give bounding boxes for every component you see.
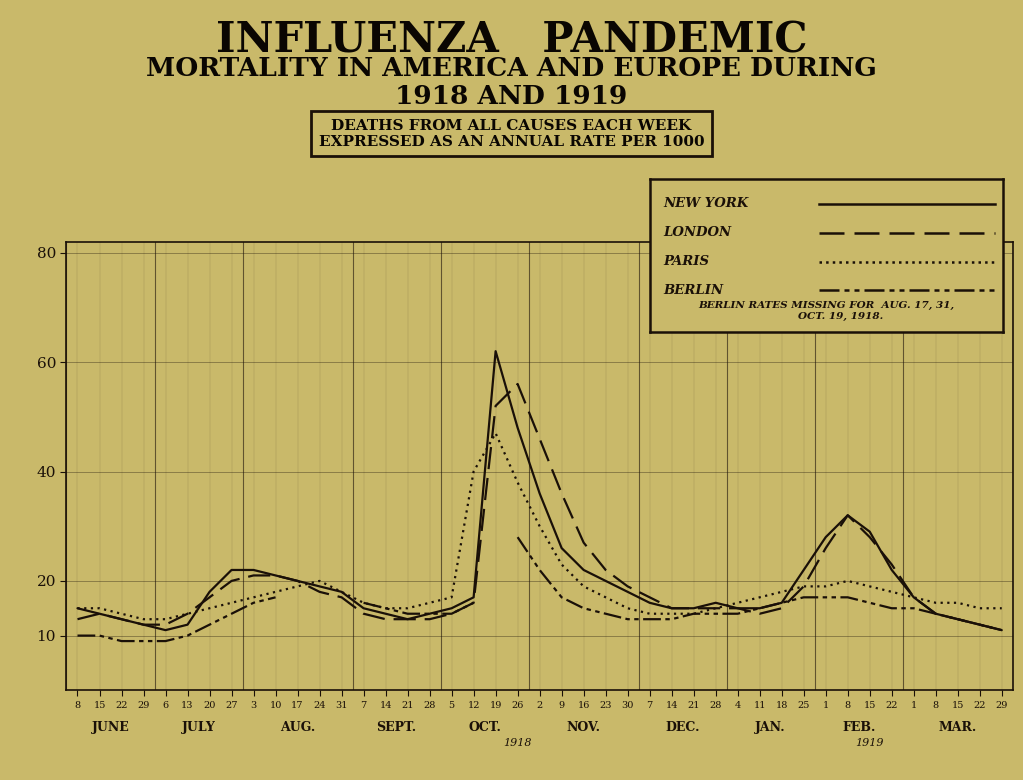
Text: INFLUENZA   PANDEMIC: INFLUENZA PANDEMIC: [216, 20, 807, 62]
Text: PARIS: PARIS: [664, 255, 710, 268]
Text: BERLIN RATES MISSING FOR  AUG. 17, 31,
        OCT. 19, 1918.: BERLIN RATES MISSING FOR AUG. 17, 31, OC…: [698, 301, 954, 321]
Text: SEPT.: SEPT.: [376, 721, 416, 734]
Text: JULY: JULY: [182, 721, 216, 734]
Text: NOV.: NOV.: [567, 721, 601, 734]
Text: BERLIN: BERLIN: [664, 284, 724, 297]
Text: NEW YORK: NEW YORK: [664, 197, 749, 211]
Text: FEB.: FEB.: [842, 721, 876, 734]
Text: MAR.: MAR.: [939, 721, 977, 734]
Text: LONDON: LONDON: [664, 226, 731, 239]
Text: 1919: 1919: [855, 738, 884, 747]
Text: JUNE: JUNE: [92, 721, 129, 734]
Text: AUG.: AUG.: [280, 721, 315, 734]
Text: DEATHS FROM ALL CAUSES EACH WEEK
EXPRESSED AS AN ANNUAL RATE PER 1000: DEATHS FROM ALL CAUSES EACH WEEK EXPRESS…: [319, 119, 704, 149]
Text: MORTALITY IN AMERICA AND EUROPE DURING: MORTALITY IN AMERICA AND EUROPE DURING: [146, 56, 877, 81]
Text: OCT.: OCT.: [469, 721, 501, 734]
Text: JAN.: JAN.: [755, 721, 786, 734]
Text: DEC.: DEC.: [665, 721, 700, 734]
Text: 1918 AND 1919: 1918 AND 1919: [395, 84, 628, 109]
Text: 1918: 1918: [503, 738, 532, 747]
